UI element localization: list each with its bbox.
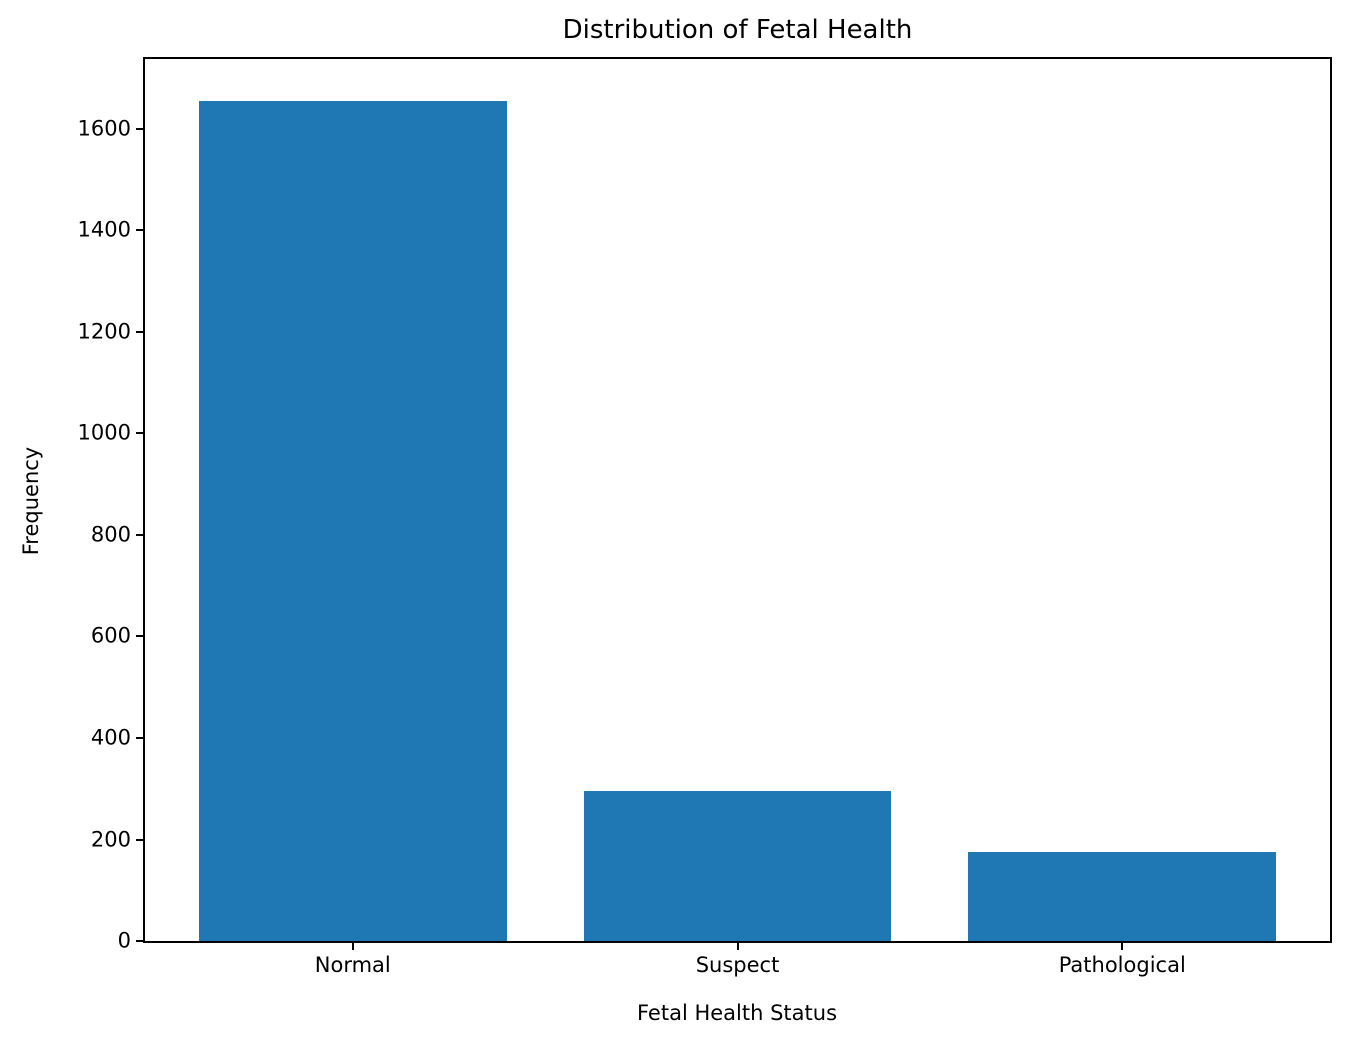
y-axis-label: Frequency	[19, 446, 43, 556]
x-axis-label: Fetal Health Status	[636, 1001, 838, 1025]
plot-area: Normal Suspect Pathological 0 200 400 600 800 10…	[78, 57, 1332, 976]
chart-title: Distribution of Fetal Health	[562, 15, 913, 45]
x-tick-mark-normal	[351, 943, 354, 950]
y-tick-mark-1600	[136, 127, 143, 130]
y-tick-mark-1000	[136, 432, 143, 435]
y-tick-label-1200: 1200	[77, 319, 131, 344]
y-tick-label-600: 600	[90, 623, 131, 648]
y-tick-label-400: 400	[90, 725, 131, 750]
x-tick-label-pathological: Pathological	[1058, 953, 1186, 977]
x-tick-mark-pathological	[1121, 943, 1124, 950]
y-tick-mark-1400	[136, 229, 143, 232]
y-tick-label-1000: 1000	[77, 420, 131, 445]
y-tick-mark-400	[136, 736, 143, 739]
y-tick-mark-1200	[136, 330, 143, 333]
bar-pathological	[968, 851, 1277, 941]
x-tick-mark-suspect	[736, 943, 739, 950]
y-tick-mark-0	[136, 940, 143, 942]
x-tick-label-normal: Normal	[314, 953, 391, 977]
y-tick-label-0: 0	[117, 928, 131, 953]
y-tick-label-200: 200	[90, 827, 131, 851]
y-tick-mark-200	[136, 838, 143, 841]
bar-normal	[198, 101, 507, 941]
bar-suspect	[583, 791, 892, 941]
x-tick-label-suspect: Suspect	[695, 953, 780, 977]
y-tick-label-1600: 1600	[77, 116, 131, 141]
y-tick-label-800: 800	[90, 522, 131, 547]
y-tick-mark-800	[136, 533, 143, 536]
y-tick-label-1400: 1400	[77, 217, 131, 242]
y-tick-mark-600	[136, 635, 143, 638]
